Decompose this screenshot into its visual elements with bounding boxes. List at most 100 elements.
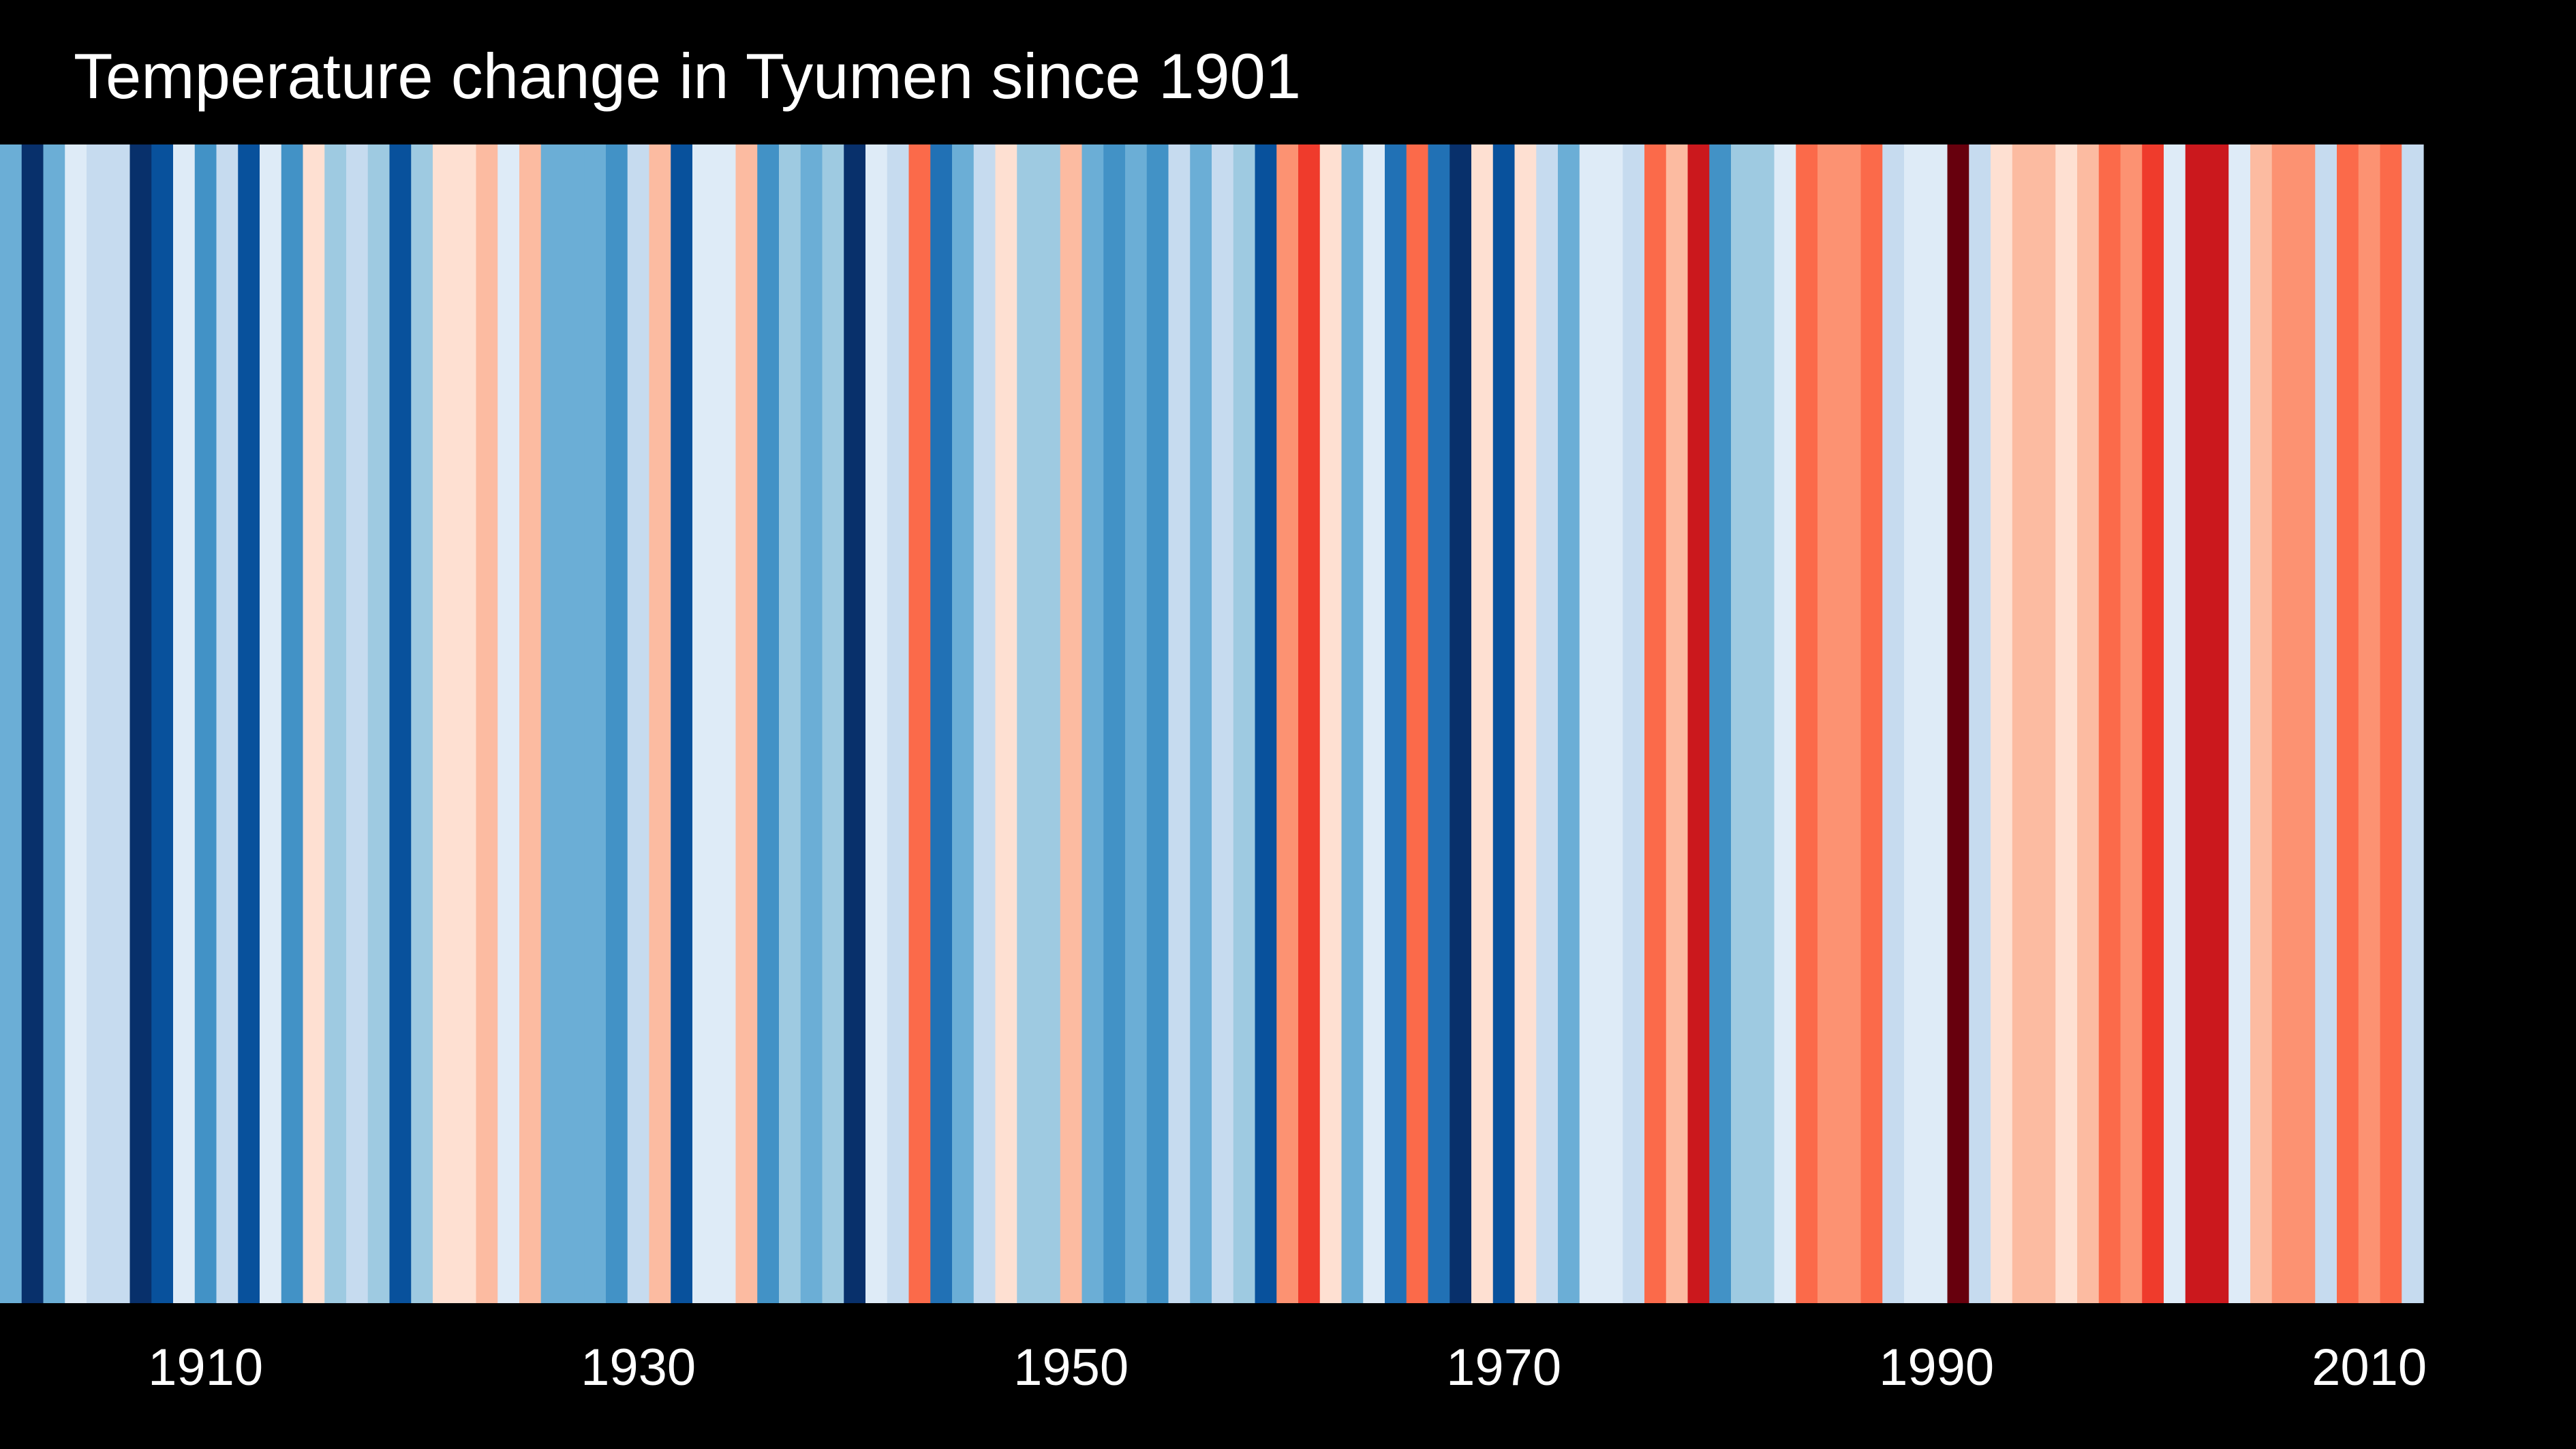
stripe-2010 [2358,144,2381,1303]
stripe-1980 [1709,144,1732,1303]
stripe-1941 [865,144,888,1303]
stripe-1943 [908,144,931,1303]
stripe-1919 [389,144,412,1303]
stripe-1978 [1666,144,1689,1303]
stripe-1916 [324,144,347,1303]
stripe-1971 [1514,144,1537,1303]
stripe-1901 [0,144,22,1303]
stripe-1929 [606,144,628,1303]
stripe-1917 [346,144,369,1303]
stripe-1960 [1276,144,1299,1303]
stripe-1990 [1925,144,1948,1303]
stripe-2005 [2250,144,2273,1303]
stripe-1956 [1190,144,1212,1303]
stripe-1966 [1406,144,1429,1303]
stripe-1918 [367,144,390,1303]
stripe-1904 [65,144,87,1303]
stripe-1931 [649,144,671,1303]
stripe-1989 [1904,144,1927,1303]
stripe-1976 [1623,144,1645,1303]
x-tick-label-2010: 2010 [2312,1339,2427,1397]
stripe-1992 [1969,144,1991,1303]
stripe-1945 [952,144,975,1303]
stripe-1993 [1991,144,2013,1303]
stripe-1951 [1082,144,1104,1303]
stripe-1958 [1233,144,1256,1303]
stripe-1983 [1774,144,1796,1303]
x-tick-label-1930: 1930 [581,1339,696,1397]
stripe-1949 [1039,144,1061,1303]
stripe-1924 [497,144,520,1303]
stripe-2011 [2380,144,2402,1303]
stripe-2002 [2185,144,2208,1303]
stripe-1988 [1882,144,1905,1303]
stripe-1912 [238,144,260,1303]
stripe-1999 [2120,144,2143,1303]
stripe-1986 [1839,144,1862,1303]
stripe-1962 [1319,144,1343,1303]
stripe-1934 [714,144,737,1303]
stripe-1939 [822,144,844,1303]
stripe-1979 [1687,144,1710,1303]
stripe-1907 [129,144,152,1303]
stripe-1969 [1471,144,1494,1303]
stripe-1997 [2077,144,2100,1303]
x-tick-label-1990: 1990 [1879,1339,1994,1397]
stripe-1961 [1298,144,1321,1303]
stripe-1977 [1644,144,1667,1303]
stripe-1923 [476,144,498,1303]
stripe-1927 [562,144,585,1303]
stripe-1902 [21,144,44,1303]
stripe-1944 [930,144,953,1303]
stripe-1987 [1860,144,1883,1303]
stripe-2007 [2293,144,2316,1303]
stripes-group [0,144,2424,1303]
stripe-1910 [194,144,217,1303]
x-tick-label-1970: 1970 [1446,1339,1561,1397]
stripe-1984 [1796,144,1818,1303]
stripe-1905 [87,144,109,1303]
stripe-1967 [1428,144,1450,1303]
stripe-1994 [2012,144,2035,1303]
x-tick-label-1910: 1910 [148,1339,263,1397]
stripe-1975 [1601,144,1623,1303]
stripe-1995 [2034,144,2056,1303]
stripe-1950 [1060,144,1083,1303]
stripe-1964 [1363,144,1385,1303]
stripe-2009 [2337,144,2359,1303]
stripe-2003 [2207,144,2229,1303]
stripe-1981 [1731,144,1753,1303]
stripe-1906 [108,144,131,1303]
stripe-1921 [433,144,455,1303]
stripe-1940 [844,144,866,1303]
stripe-1955 [1168,144,1191,1303]
stripe-1911 [216,144,239,1303]
stripe-1947 [995,144,1017,1303]
stripe-1972 [1536,144,1559,1303]
stripe-1948 [1017,144,1039,1303]
stripe-1920 [411,144,433,1303]
stripe-1946 [973,144,996,1303]
stripe-1936 [757,144,780,1303]
stripe-1965 [1385,144,1407,1303]
stripe-1953 [1125,144,1148,1303]
stripe-1928 [584,144,607,1303]
x-tick-label-1950: 1950 [1013,1339,1129,1397]
chart-title: Temperature change in Tyumen since 1901 [74,40,1302,112]
stripe-1942 [887,144,910,1303]
stripe-1970 [1492,144,1516,1303]
stripe-1996 [2055,144,2078,1303]
stripe-2012 [2402,144,2424,1303]
stripe-1909 [173,144,196,1303]
stripe-1973 [1558,144,1580,1303]
stripe-1922 [454,144,477,1303]
x-axis-ticks: 1910 1930 1950 1970 1990 2010 [148,1339,2427,1397]
stripe-1932 [671,144,693,1303]
stripe-1915 [303,144,325,1303]
stripe-2001 [2164,144,2186,1303]
stripe-1937 [779,144,801,1303]
stripe-1982 [1752,144,1775,1303]
stripe-2004 [2228,144,2251,1303]
stripe-1963 [1341,144,1364,1303]
